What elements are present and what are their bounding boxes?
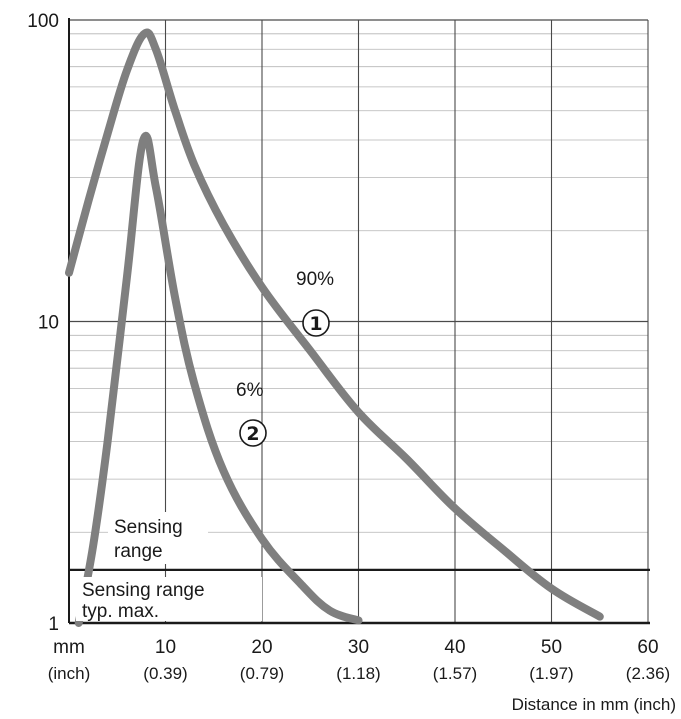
series-line-1 bbox=[65, 28, 604, 621]
x-tick-sublabel: (0.39) bbox=[143, 664, 187, 683]
range-label-bg bbox=[108, 512, 208, 564]
series-marker-1-circle bbox=[302, 309, 330, 337]
x-tick-sublabel: (2.36) bbox=[626, 664, 670, 683]
x-tick-label: 30 bbox=[348, 637, 369, 658]
x-tick-sublabel: (1.18) bbox=[336, 664, 380, 683]
x-tick-label: 60 bbox=[637, 637, 658, 658]
x-tick-sublabel: (0.79) bbox=[240, 664, 284, 683]
x-tick-label: 20 bbox=[251, 637, 272, 658]
series-label-6: 6% bbox=[236, 380, 264, 401]
max-label-bg bbox=[76, 577, 262, 621]
curves bbox=[65, 28, 604, 627]
grid bbox=[69, 19, 649, 623]
x-tick-label: 50 bbox=[541, 637, 562, 658]
x-axis-title: Distance in mm (inch) bbox=[512, 695, 676, 714]
sensing-range-max-label-line2: typ. max. bbox=[82, 601, 159, 622]
tick-labels: 1 10 100 mm (inch) 10 (0.39) 20 (0.79) 30 (1.18) 40… bbox=[27, 11, 670, 683]
x-tick-sublabel: (1.97) bbox=[529, 664, 573, 683]
x-tick-sublabel: (1.57) bbox=[433, 664, 477, 683]
series-marker-2: 2 bbox=[246, 423, 259, 445]
sensing-range-max-label-line1: Sensing range bbox=[82, 580, 205, 601]
y-tick-label: 10 bbox=[38, 313, 59, 334]
x-tick-label: mm bbox=[53, 637, 85, 658]
series-marker-1: 1 bbox=[309, 313, 322, 335]
sensing-range-label-line1: Sensing bbox=[114, 517, 183, 538]
series-line-2 bbox=[74, 132, 363, 627]
series-marker-2-circle bbox=[239, 419, 267, 447]
x-tick-label: 40 bbox=[444, 637, 465, 658]
y-tick-label: 1 bbox=[48, 614, 59, 635]
series-label-90: 90% bbox=[296, 269, 334, 290]
y-tick-label: 100 bbox=[27, 11, 59, 32]
x-tick-sublabel: (inch) bbox=[48, 664, 91, 683]
x-tick-label: 10 bbox=[155, 637, 176, 658]
sensing-range-label-line2: range bbox=[114, 541, 163, 562]
